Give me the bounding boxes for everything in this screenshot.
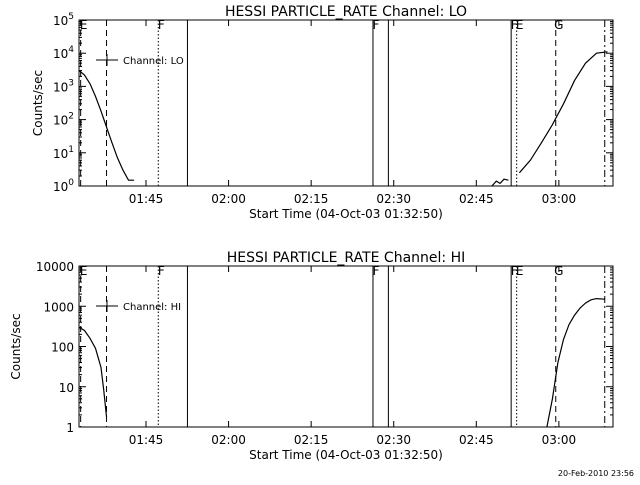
panel-2-event-label: E bbox=[516, 264, 524, 278]
panel-1-ytick-label: 102 bbox=[53, 112, 74, 128]
panel-2-xtick-label: 01:45 bbox=[129, 433, 164, 447]
panel-1-xtick-label: 02:00 bbox=[211, 192, 246, 206]
panel-1-ytick-label: 104 bbox=[53, 45, 74, 61]
panel-1-event-label: E bbox=[80, 18, 88, 32]
panel-1-rate-curve bbox=[491, 178, 509, 187]
panel-2-event-label: F bbox=[511, 264, 518, 278]
panel-1-axes-frame bbox=[78, 19, 614, 187]
panel-1-ylabel: Counts/sec bbox=[31, 70, 45, 136]
panel-1-ytick-label: 105 bbox=[53, 12, 74, 28]
panel-2-xtick-label: 02:00 bbox=[211, 433, 246, 447]
panel-2-axes-frame bbox=[78, 265, 614, 428]
panel-2-event-label: F bbox=[373, 264, 380, 278]
panel-1-rate-curve bbox=[518, 51, 608, 174]
panel-1-event-label: F bbox=[373, 18, 380, 32]
panel-2-ytick-label: 1 bbox=[66, 421, 74, 435]
panel-2-ytick-label: 1000 bbox=[43, 300, 74, 314]
panel-2-title: HESSI PARTICLE_RATE Channel: HI bbox=[227, 250, 465, 266]
panel-1-ytick-base: 10 bbox=[53, 14, 68, 28]
panel-1-xtick-label: 02:30 bbox=[376, 192, 411, 206]
panel-2-event-label: F bbox=[158, 264, 165, 278]
panel-1-xlabel: Start Time (04-Oct-03 01:32:50) bbox=[249, 207, 443, 221]
panel-1-xtick-label: 01:45 bbox=[129, 192, 164, 206]
panel-2-event-label: G bbox=[554, 264, 563, 278]
panel-2-xtick-label: 02:15 bbox=[294, 433, 329, 447]
panel-1-ytick-base: 10 bbox=[53, 180, 68, 194]
panel-2-event-label: E bbox=[80, 264, 88, 278]
panel-1-ytick-base: 10 bbox=[53, 114, 68, 128]
panel-2-xlabel: Start Time (04-Oct-03 01:32:50) bbox=[249, 448, 443, 462]
panel-1-ytick-label: 101 bbox=[53, 145, 74, 161]
panel-1-legend-label: Channel: LO bbox=[123, 56, 184, 67]
panel-1-xtick-label: 02:15 bbox=[294, 192, 329, 206]
footer-timestamp: 20-Feb-2010 23:56 bbox=[557, 469, 634, 478]
panel-2-ytick-label: 10000 bbox=[36, 260, 74, 274]
panel-1-ytick-exponent: 0 bbox=[68, 178, 74, 188]
panel-2-ylabel: Counts/sec bbox=[9, 313, 23, 379]
panel-1-event-label: F bbox=[511, 18, 518, 32]
panel-1-ytick-exponent: 4 bbox=[68, 45, 74, 55]
panel-2-xtick-label: 02:30 bbox=[376, 433, 411, 447]
panel-1-ytick-label: 103 bbox=[53, 78, 74, 94]
panel-1-event-label: E bbox=[516, 18, 524, 32]
panel-1-ytick-exponent: 5 bbox=[68, 12, 74, 22]
panel-2-ytick-label: 100 bbox=[51, 341, 74, 355]
panel-1-ytick-exponent: 2 bbox=[68, 112, 74, 122]
panel-1-event-label: F bbox=[158, 18, 165, 32]
panel-2-rate-curve bbox=[546, 297, 605, 428]
panel-2-rate-curve bbox=[78, 326, 108, 417]
panel-1-ytick-label: 100 bbox=[53, 178, 74, 194]
panel-2-xtick-label: 02:45 bbox=[459, 433, 494, 447]
panel-2-xtick-label: 03:00 bbox=[542, 433, 577, 447]
panel-1-rate-curve bbox=[78, 70, 135, 181]
panel-1-ytick-base: 10 bbox=[53, 47, 68, 61]
panel-1-ytick-base: 10 bbox=[53, 80, 68, 94]
panel-2-ytick-label: 10 bbox=[59, 381, 74, 395]
panel-1-title: HESSI PARTICLE_RATE Channel: LO bbox=[225, 4, 467, 20]
panel-1-xtick-label: 02:45 bbox=[459, 192, 494, 206]
panel-1-event-label: G bbox=[554, 18, 563, 32]
panel-1-ytick-exponent: 1 bbox=[68, 145, 74, 155]
panel-1-xtick-label: 03:00 bbox=[542, 192, 577, 206]
panel-1-ytick-exponent: 3 bbox=[68, 78, 74, 88]
panel-2-legend-label: Channel: HI bbox=[123, 302, 181, 313]
panel-1-ytick-base: 10 bbox=[53, 147, 68, 161]
